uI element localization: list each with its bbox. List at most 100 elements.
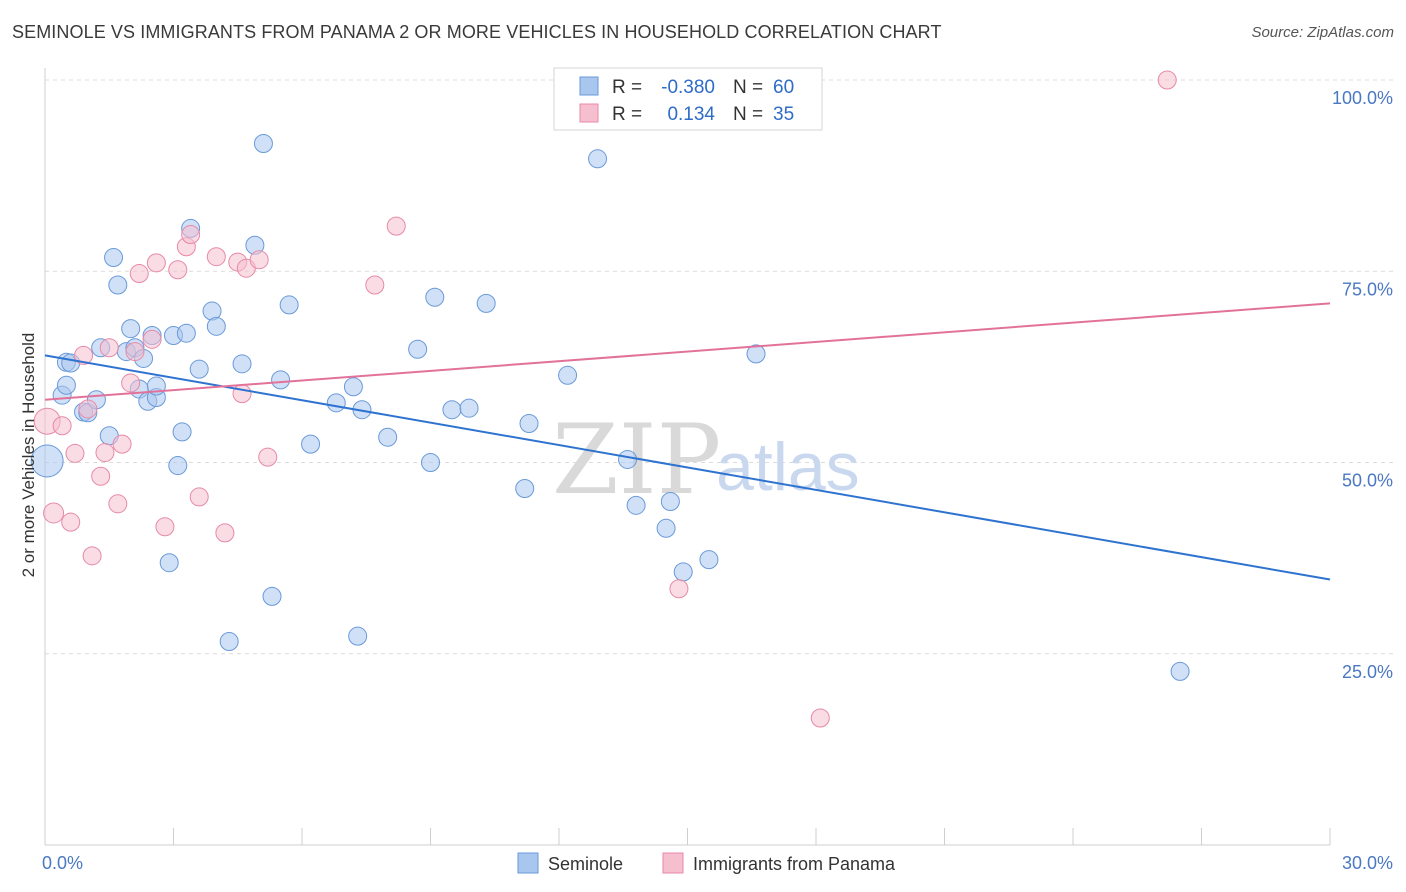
data-point <box>421 453 440 472</box>
x-tick-label: 30.0% <box>1342 853 1393 873</box>
x-tick-label: 0.0% <box>42 853 83 873</box>
data-point <box>258 447 278 467</box>
bottom-legend-label: Immigrants from Panama <box>693 854 896 874</box>
data-point <box>61 512 81 532</box>
data-point <box>425 287 445 307</box>
data-point <box>30 444 64 478</box>
data-point <box>365 275 385 295</box>
data-point <box>279 295 299 315</box>
data-point <box>181 225 201 245</box>
y-tick-label: 100.0% <box>1332 88 1393 108</box>
data-point <box>155 517 175 537</box>
data-point <box>476 293 496 313</box>
data-point <box>408 339 428 359</box>
data-point <box>108 275 128 295</box>
bottom-legend-label: Seminole <box>548 854 623 874</box>
bottom-legend-swatch <box>517 852 539 874</box>
chart-title: SEMINOLE VS IMMIGRANTS FROM PANAMA 2 OR … <box>12 22 942 42</box>
data-point <box>52 416 72 436</box>
data-point <box>810 708 830 728</box>
trend-lines <box>44 302 1331 581</box>
data-point <box>442 400 462 420</box>
data-point <box>168 456 188 476</box>
data-point <box>121 373 141 393</box>
data-point <box>56 375 76 395</box>
data-point <box>206 316 226 336</box>
data-point <box>673 562 693 582</box>
x-tick-labels: 0.0% 30.0% <box>42 853 1393 873</box>
legend-n-value: 35 <box>773 104 794 125</box>
data-point <box>95 443 115 463</box>
bottom-legend: Seminole Immigrants from Panama <box>517 852 896 874</box>
legend-r-label: R = <box>612 77 642 98</box>
legend-n-label: N = <box>733 104 763 125</box>
y-tick-label: 25.0% <box>1342 662 1393 682</box>
data-point <box>326 393 346 413</box>
data-point <box>121 319 141 339</box>
data-point <box>558 365 578 385</box>
data-point <box>746 344 766 364</box>
data-point <box>125 342 145 362</box>
data-point <box>78 399 98 419</box>
data-point <box>189 359 209 379</box>
data-point <box>232 354 252 374</box>
data-point <box>104 247 124 267</box>
data-point <box>65 443 85 463</box>
source-label: Source: ZipAtlas.com <box>1251 24 1394 41</box>
y-tick-label: 75.0% <box>1342 279 1393 299</box>
data-point <box>301 434 321 454</box>
data-point <box>99 338 119 358</box>
data-point <box>1170 661 1190 681</box>
data-point <box>588 149 608 169</box>
data-point <box>459 398 479 418</box>
data-point <box>172 422 192 442</box>
data-point <box>82 546 102 566</box>
legend-n-label: N = <box>733 77 763 98</box>
data-point <box>253 133 273 153</box>
scatter-points <box>30 70 1190 728</box>
y-tick-labels: 25.0% 50.0% 75.0% 100.0% <box>1332 88 1393 682</box>
bottom-legend-swatch <box>662 852 684 874</box>
data-point <box>386 216 406 236</box>
data-point <box>519 413 539 433</box>
data-point <box>656 518 676 538</box>
data-point <box>219 632 239 652</box>
data-point <box>271 370 291 390</box>
data-point <box>206 247 226 267</box>
data-point <box>515 479 535 499</box>
data-point <box>699 550 719 570</box>
legend-swatch <box>579 103 599 123</box>
data-point <box>669 579 689 599</box>
data-point <box>262 586 282 606</box>
data-point <box>660 492 680 512</box>
data-point <box>232 384 252 404</box>
data-point <box>1157 70 1177 90</box>
legend-r-label: R = <box>612 104 642 125</box>
trend-line <box>44 354 1331 581</box>
y-tick-label: 50.0% <box>1342 471 1393 491</box>
data-point <box>108 494 128 514</box>
legend-n-value: 60 <box>773 77 794 98</box>
legend-swatch <box>579 76 599 96</box>
data-point <box>378 427 398 447</box>
data-point <box>626 495 646 515</box>
data-point <box>249 250 269 270</box>
watermark: ZIP atlas <box>552 404 860 516</box>
data-point <box>112 434 132 454</box>
data-point <box>91 466 111 486</box>
legend-box <box>553 67 823 131</box>
data-point <box>159 553 179 573</box>
data-point <box>142 329 162 349</box>
data-point <box>348 626 368 646</box>
data-point <box>146 253 166 273</box>
legend-r-value: -0.380 <box>661 77 715 98</box>
data-point <box>618 449 638 469</box>
data-point <box>43 502 65 524</box>
data-point <box>176 323 196 343</box>
y-axis-label: 2 or more Vehicles in Household <box>19 333 38 578</box>
legend: R = -0.380 N = 60 R = 0.134 N = 35 <box>553 67 823 131</box>
data-point <box>129 264 149 284</box>
data-point <box>189 487 209 507</box>
data-point <box>343 377 363 397</box>
data-point <box>215 523 235 543</box>
